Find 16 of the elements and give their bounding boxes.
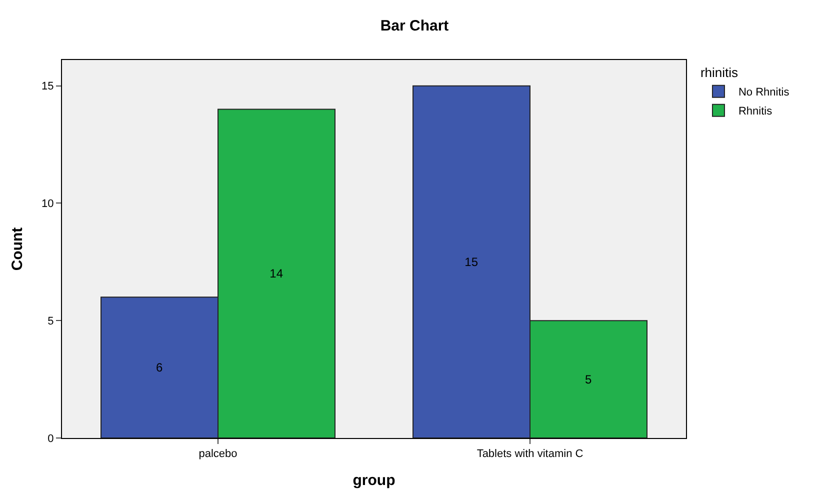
- chart-title: Bar Chart: [380, 17, 449, 34]
- y-tick-label: 5: [48, 315, 54, 328]
- data-label: 14: [270, 266, 284, 281]
- data-label: 6: [156, 360, 163, 375]
- y-axis-title: Count: [8, 227, 26, 271]
- x-tick-label: palcebo: [198, 448, 238, 460]
- data-label: 5: [585, 372, 592, 386]
- data-label: 15: [464, 254, 478, 269]
- x-axis-title: group: [352, 472, 396, 490]
- y-tick-label: 10: [42, 198, 54, 210]
- y-tick-label: 15: [42, 80, 54, 93]
- legend-title: rhinitis: [700, 64, 739, 80]
- x-tick-label: Tablets with vitamin C: [476, 448, 584, 460]
- legend-label: Rhnitis: [738, 106, 773, 118]
- y-tick-label: 0: [48, 432, 54, 445]
- legend-label: No Rhnitis: [738, 86, 790, 99]
